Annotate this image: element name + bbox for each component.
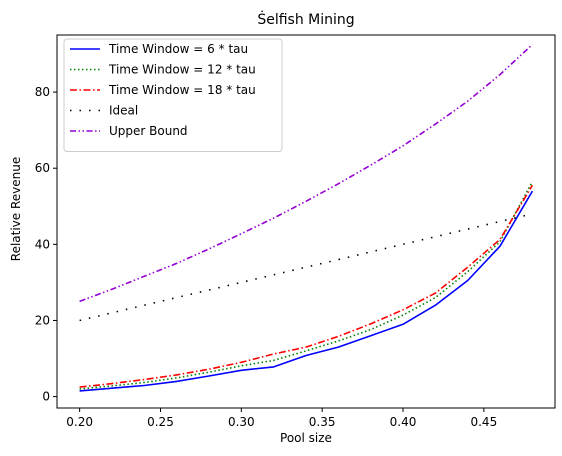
axes: 0.20 0.25 0.30 0.35 0.40 0.45 0 20 40 60 80: [35, 34, 556, 429]
legend: Time Window = 6 * tau Time Window = 12 * …: [63, 38, 283, 152]
legend-label-5: Upper Bound: [109, 124, 188, 138]
x-tick-label: 0.45: [470, 415, 497, 429]
x-tick-label: 0.35: [309, 415, 336, 429]
legend-label-2: Time Window = 12 * tau: [108, 63, 256, 77]
y-tick-label: 0: [42, 390, 50, 404]
legend-label-4: Ideal: [109, 104, 138, 118]
plot-area: [79, 43, 534, 392]
x-tick-label: 0.30: [228, 415, 255, 429]
y-tick-label: 40: [35, 237, 50, 251]
x-tick-label: 0.20: [66, 415, 93, 429]
x-tick-label: 0.40: [390, 415, 417, 429]
y-tick-label: 60: [35, 161, 50, 175]
legend-label-3: Time Window = 18 * tau: [108, 83, 256, 97]
x-axis-label: Pool size: [280, 431, 332, 445]
x-tick-label: 0.25: [147, 415, 174, 429]
legend-label-1: Time Window = 6 * tau: [108, 42, 248, 56]
chart-title: Ṡelfish Mining: [257, 10, 354, 28]
series-line-5: [79, 43, 533, 303]
series-line-3: [79, 184, 534, 388]
y-tick-label: 80: [35, 85, 50, 99]
y-axis-label: Relative Revenue: [9, 157, 23, 261]
axes-frame: [56, 34, 556, 409]
legend-box: [63, 38, 283, 152]
series-line-1: [79, 190, 534, 392]
y-tick-label: 20: [35, 313, 50, 327]
